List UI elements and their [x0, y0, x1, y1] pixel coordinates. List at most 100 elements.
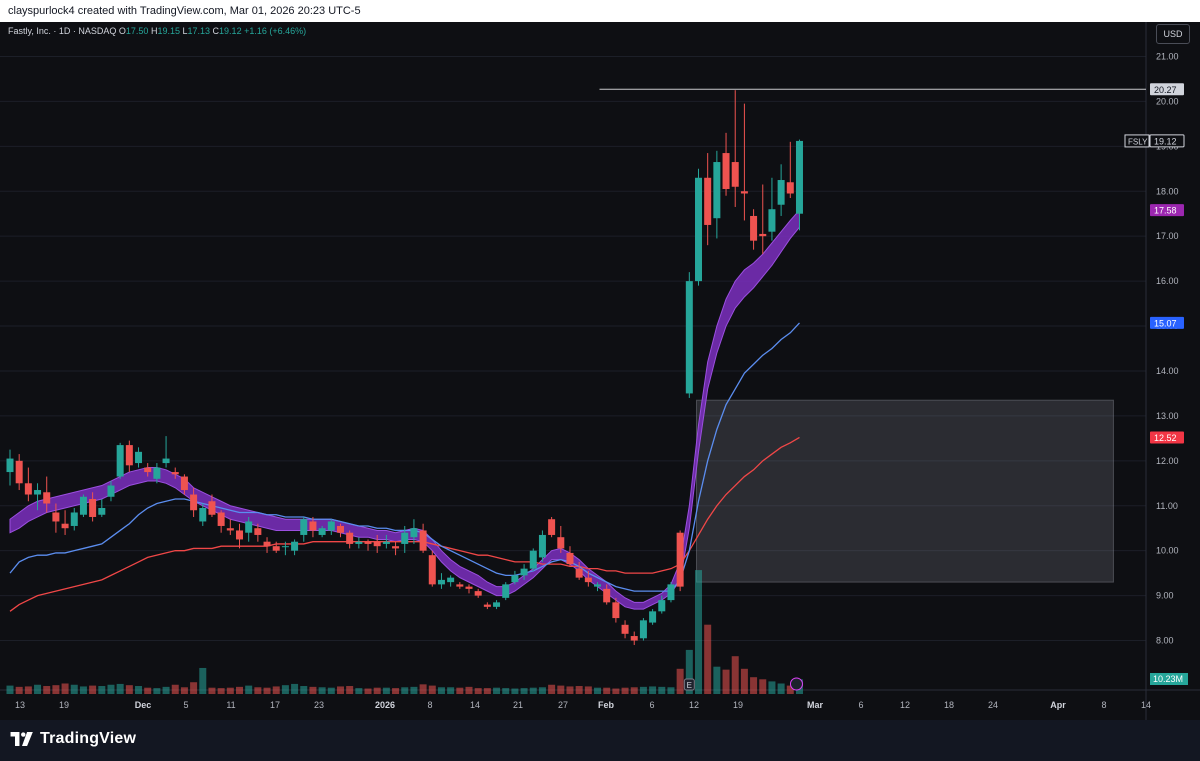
- candle-body: [153, 468, 160, 479]
- flash-icon: [790, 678, 802, 690]
- time-tick-label: Feb: [598, 700, 615, 710]
- volume-bar: [126, 685, 133, 694]
- price-label: 20.27: [1150, 83, 1184, 95]
- candle-body: [273, 546, 280, 550]
- volume-label-text: 10.23M: [1153, 674, 1183, 684]
- candle-body: [539, 535, 546, 557]
- volume-bar: [447, 687, 454, 694]
- candle-body: [649, 611, 656, 622]
- volume-bar: [163, 687, 170, 694]
- candle-body: [530, 551, 537, 569]
- volume-bar: [16, 687, 23, 694]
- volume-bar: [759, 679, 766, 694]
- candle-body: [328, 521, 335, 530]
- time-tick-label: 6: [858, 700, 863, 710]
- chart-area[interactable]: E8.009.0010.0011.0012.0013.0014.0015.001…: [0, 22, 1200, 720]
- volume-bar: [218, 688, 225, 694]
- candle-body: [557, 537, 564, 548]
- candle-body: [713, 162, 720, 218]
- price-label: 19.12FSLY: [1125, 135, 1184, 147]
- time-tick-label: 23: [314, 700, 324, 710]
- volume-bar: [612, 689, 619, 694]
- candle-body: [796, 141, 803, 214]
- candle-body: [52, 512, 59, 521]
- volume-bar: [254, 687, 261, 694]
- volume-bar: [704, 625, 711, 694]
- candle-body: [548, 519, 555, 535]
- candle-body: [456, 584, 463, 586]
- volume-bar: [667, 687, 674, 694]
- candle-body: [410, 528, 417, 537]
- tradingview-logo-icon: [10, 732, 34, 746]
- currency-button[interactable]: USD: [1156, 24, 1190, 44]
- candle-body: [16, 461, 23, 483]
- close-value: 19.12: [219, 26, 242, 36]
- candle-body: [126, 445, 133, 465]
- candle-body: [658, 600, 665, 611]
- candle-body: [236, 530, 243, 539]
- candle-body: [254, 528, 261, 535]
- volume-label: 10.23M: [1150, 673, 1188, 685]
- candle-body: [309, 521, 316, 530]
- candle-body: [181, 477, 188, 490]
- volume-bar: [355, 688, 362, 694]
- price-label-text: 12.52: [1154, 433, 1177, 443]
- candle-body: [135, 452, 142, 463]
- volume-bar: [71, 685, 78, 694]
- volume-bar: [144, 688, 151, 694]
- volume-bar: [181, 687, 188, 694]
- time-tick-label: Dec: [135, 700, 152, 710]
- candle-body: [750, 216, 757, 241]
- volume-bar: [208, 688, 215, 694]
- candle-body: [337, 526, 344, 533]
- candle-body: [667, 584, 674, 600]
- symbol-label: Fastly, Inc. · 1D · NASDAQ: [8, 26, 116, 36]
- time-tick-label: 5: [183, 700, 188, 710]
- candle-body: [7, 459, 14, 472]
- candle-body: [25, 483, 32, 494]
- candle-body: [466, 587, 473, 589]
- volume-bar: [107, 685, 114, 694]
- tradingview-logo[interactable]: TradingView: [10, 730, 136, 748]
- volume-bar: [7, 686, 14, 694]
- candle-body: [80, 497, 87, 515]
- candle-body: [732, 162, 739, 187]
- candle-body: [438, 580, 445, 584]
- candle-body: [493, 602, 500, 606]
- volume-bar: [34, 685, 41, 694]
- volume-bar: [713, 667, 720, 694]
- price-label-text: 15.07: [1154, 318, 1177, 328]
- volume-bar: [521, 688, 528, 694]
- volume-bar: [511, 689, 518, 694]
- candle-body: [163, 459, 170, 463]
- price-chart[interactable]: E8.009.0010.0011.0012.0013.0014.0015.001…: [0, 22, 1200, 720]
- price-tick-label: 17.00: [1156, 231, 1179, 241]
- price-tick-label: 10.00: [1156, 546, 1179, 556]
- volume-bar: [420, 684, 427, 694]
- price-label: 15.07: [1150, 317, 1184, 329]
- volume-bar: [741, 669, 748, 694]
- volume-bar: [236, 687, 243, 694]
- volume-bar: [153, 688, 160, 694]
- candle-body: [282, 546, 289, 547]
- volume-bar: [245, 686, 252, 694]
- volume-bar: [291, 684, 298, 694]
- candle-body: [346, 533, 353, 544]
- symbol-legend: Fastly, Inc. · 1D · NASDAQ O17.50 H19.15…: [8, 26, 306, 36]
- tradingview-brand: TradingView: [40, 730, 136, 748]
- price-tick-label: 12.00: [1156, 456, 1179, 466]
- price-tick-label: 14.00: [1156, 366, 1179, 376]
- time-tick-label: 21: [513, 700, 523, 710]
- candle-body: [172, 472, 179, 474]
- price-tick-label: 21.00: [1156, 51, 1179, 61]
- candle-body: [355, 542, 362, 544]
- candle-body: [374, 542, 381, 546]
- price-tick-label: 11.00: [1156, 501, 1178, 511]
- candle-body: [585, 578, 592, 582]
- volume-bar: [576, 686, 583, 694]
- candle-body: [778, 180, 785, 205]
- volume-bar: [768, 681, 775, 694]
- volume-bar: [695, 570, 702, 694]
- candle-body: [71, 512, 78, 525]
- candle-body: [43, 492, 50, 503]
